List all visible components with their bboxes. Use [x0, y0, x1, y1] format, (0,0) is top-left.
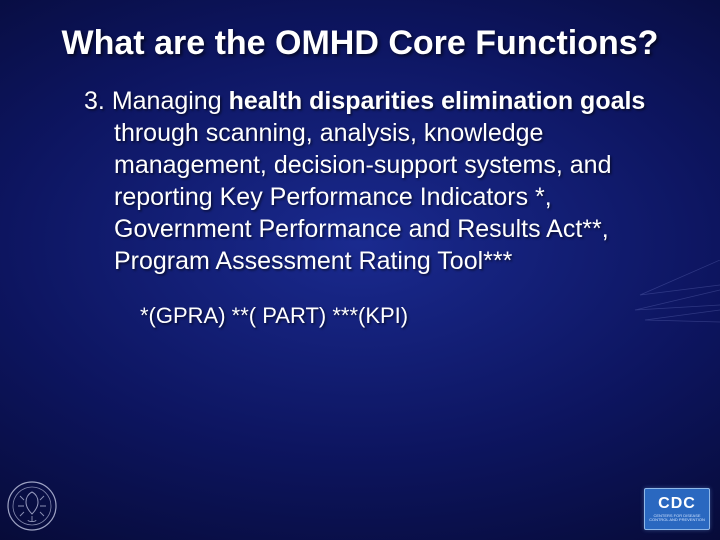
item-lead: Managing	[112, 87, 222, 115]
hhs-logo	[6, 480, 58, 532]
cdc-logo: CDC CENTERS FOR DISEASE CONTROL AND PREV…	[644, 488, 710, 530]
cdc-logo-text: CDC	[658, 496, 696, 512]
cdc-logo-box: CDC CENTERS FOR DISEASE CONTROL AND PREV…	[644, 488, 710, 530]
slide-body: 3. Managing health disparities eliminati…	[0, 81, 720, 329]
item-bold-phrase: health disparities elimination goals	[229, 87, 646, 115]
item-number: 3.	[84, 87, 105, 115]
list-item: 3. Managing health disparities eliminati…	[56, 85, 656, 277]
hhs-seal-icon	[6, 480, 58, 532]
item-rest: through scanning, analysis, knowledge ma…	[114, 119, 611, 275]
slide: What are the OMHD Core Functions? 3. Man…	[0, 0, 720, 540]
footnote: *(GPRA) **( PART) ***(KPI)	[56, 277, 656, 329]
cdc-logo-subtext: CENTERS FOR DISEASE CONTROL AND PREVENTI…	[645, 514, 709, 523]
slide-title: What are the OMHD Core Functions?	[0, 0, 720, 81]
